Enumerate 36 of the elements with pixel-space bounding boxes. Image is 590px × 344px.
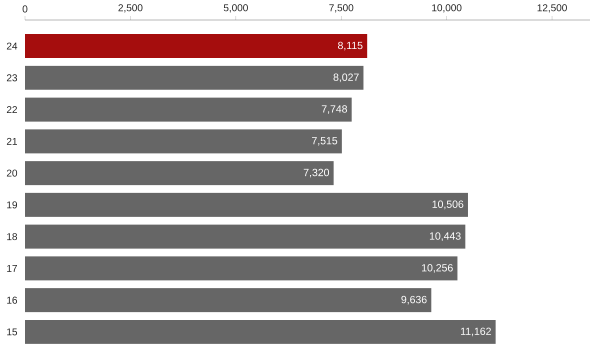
x-tick-label: 7,500: [329, 4, 354, 12]
bar: [25, 224, 466, 249]
x-tick-label: 0: [22, 5, 28, 12]
x-tick-label: 12,500: [538, 4, 567, 12]
data-label: 10,443: [430, 232, 461, 241]
bar: [25, 288, 432, 312]
data-label: 11,162: [461, 328, 491, 336]
y-tick-label: 24: [6, 42, 18, 50]
y-tick-label: 20: [6, 170, 18, 177]
y-tick-label: 19: [7, 201, 18, 208]
y-tick-label: 23: [6, 74, 18, 82]
x-tick-label: 10,000: [432, 4, 462, 12]
bar: [25, 161, 334, 186]
data-label: 7,320: [304, 168, 330, 178]
data-label: 9,636: [401, 296, 427, 304]
bar: [25, 320, 496, 344]
bar: [25, 129, 342, 154]
data-label: 10,256: [422, 264, 453, 273]
y-tick-label: 18: [7, 233, 18, 240]
data-label: 8,027: [334, 74, 359, 82]
y-tick-label: 16: [7, 296, 18, 304]
y-tick-label: 21: [6, 138, 17, 145]
bar: [25, 98, 352, 122]
data-label: 10,506: [432, 200, 464, 210]
data-label: 7,515: [312, 137, 338, 146]
y-tick-label: 17: [7, 264, 17, 272]
data-label: 7,748: [322, 105, 348, 114]
y-tick-label: 22: [6, 106, 17, 114]
x-tick-label: 2,500: [118, 4, 142, 12]
y-tick-label: 15: [7, 328, 18, 336]
bar: [25, 66, 364, 90]
data-label: 8,115: [338, 42, 363, 50]
x-tick-label: 5,000: [224, 4, 248, 12]
bar: [25, 34, 368, 58]
bar: [25, 256, 458, 280]
bar: [25, 192, 468, 217]
